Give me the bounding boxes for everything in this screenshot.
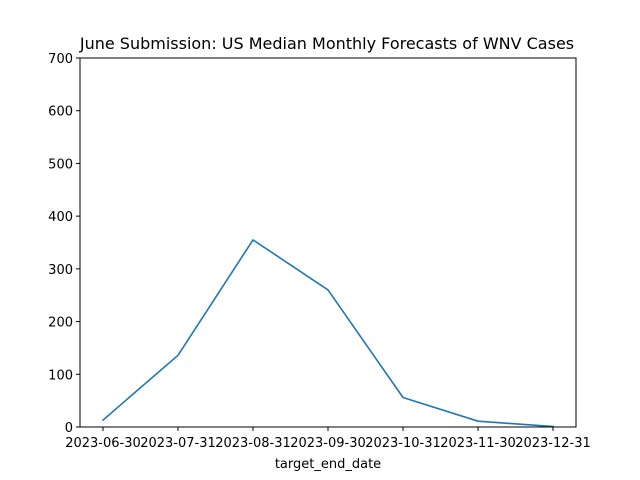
series-line	[101, 239, 554, 428]
series-layer	[101, 239, 554, 428]
chart-title: June Submission: US Median Monthly Forec…	[79, 34, 574, 53]
y-axis: 0 100 200 300 400 500 600 700	[48, 52, 80, 436]
y-tick-label: 200	[48, 316, 73, 331]
x-tick-label: 2023-07-31	[140, 436, 216, 451]
y-tick-label: 700	[48, 52, 73, 67]
x-axis-label: target_end_date	[275, 457, 381, 472]
y-tick-label: 500	[48, 157, 73, 172]
y-tick-label: 400	[48, 210, 73, 225]
x-tick-label: 2023-11-30	[440, 436, 516, 451]
y-tick-label: 300	[48, 263, 73, 278]
y-tick-label: 0	[65, 421, 73, 436]
x-tick-label: 2023-06-30	[65, 436, 141, 451]
x-tick-label: 2023-10-31	[365, 436, 441, 451]
x-tick-label: 2023-08-31	[215, 436, 291, 451]
x-tick-label: 2023-12-31	[515, 436, 591, 451]
y-tick-label: 100	[48, 368, 73, 383]
x-axis: 2023-06-30 2023-07-31 2023-08-31 2023-09-30…	[65, 427, 591, 451]
y-tick-label: 600	[48, 105, 73, 120]
x-tick-label: 2023-09-30	[290, 436, 366, 451]
plot-frame	[79, 57, 577, 428]
